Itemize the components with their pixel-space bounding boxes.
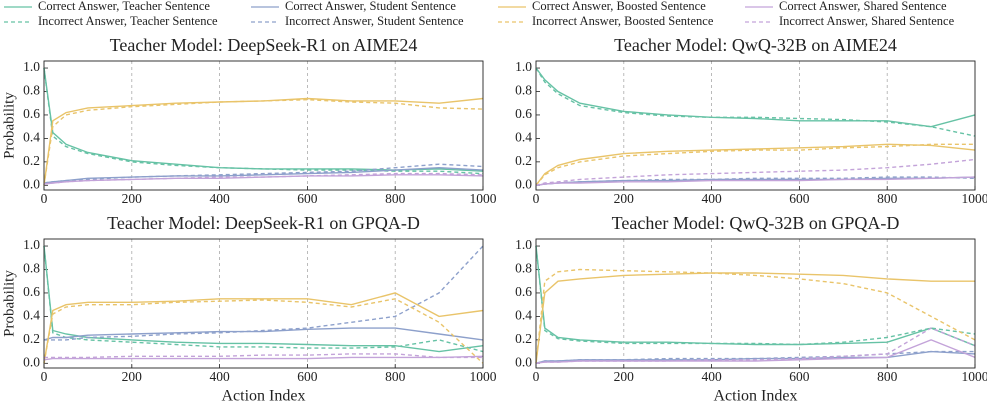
series-line: [535, 143, 976, 186]
x-tick-label: 600: [789, 191, 810, 206]
legend-label: Correct Answer, Student Sentence: [285, 0, 456, 13]
series-line: [43, 67, 484, 172]
x-tick-label: 800: [385, 191, 406, 206]
series-line: [535, 143, 975, 186]
subplot-title: Teacher Model: DeepSeek-R1 on GPQA-D: [107, 213, 420, 233]
x-axis-label: Action Index: [222, 388, 306, 405]
y-tick-label: 1.0: [23, 59, 40, 74]
y-tick-label: 0.2: [23, 153, 40, 168]
y-tick-label: 0.6: [23, 284, 40, 299]
y-tick-label: 0.4: [515, 307, 532, 322]
y-tick-label: 1.0: [515, 59, 532, 74]
y-tick-label: 0.2: [515, 153, 532, 168]
y-tick-label: 0.0: [515, 354, 532, 369]
y-tick-label: 0.8: [23, 261, 40, 276]
series-line: [43, 163, 484, 184]
series-line: [43, 67, 484, 175]
series-line: [44, 353, 483, 359]
legend-label: Incorrect Answer, Teacher Sentence: [38, 14, 218, 28]
x-tick-label: 1000: [470, 369, 497, 384]
y-tick-label: 1.0: [515, 237, 532, 252]
legend-label: Correct Answer, Boosted Sentence: [532, 0, 706, 13]
y-tick-label: 0.6: [23, 106, 40, 121]
axes-frame: [535, 60, 976, 191]
x-tick-label: 800: [877, 191, 898, 206]
x-tick-label: 200: [122, 191, 143, 206]
series-line: [535, 67, 976, 128]
y-tick-label: 0.2: [23, 331, 40, 346]
series-line: [535, 327, 976, 364]
y-tick-label: 0.0: [515, 176, 532, 191]
series-line: [43, 292, 484, 364]
y-tick-label: 0.8: [515, 83, 532, 98]
series-line: [535, 67, 976, 137]
x-tick-label: 600: [297, 369, 318, 384]
legend-label: Correct Answer, Teacher Sentence: [38, 0, 210, 13]
series-line: [535, 268, 976, 364]
subplot: Teacher Model: DeepSeek-R1 on AIME24 0 200…: [1, 35, 496, 206]
x-tick-label: 200: [614, 191, 635, 206]
series-line: [43, 97, 484, 186]
series-line: [535, 245, 976, 346]
x-tick-label: 0: [533, 191, 540, 206]
series-line: [43, 327, 484, 341]
y-tick-label: 0.2: [515, 331, 532, 346]
y-tick-label: 0.8: [23, 83, 40, 98]
axes-frame: [43, 238, 484, 369]
x-tick-label: 800: [385, 369, 406, 384]
subplot: Teacher Model: QwQ-32B on AIME24 0 200 400 6…: [515, 35, 987, 206]
axes-frame: [535, 238, 976, 369]
series-line: [43, 355, 484, 361]
legend-label: Incorrect Answer, Shared Sentence: [779, 14, 955, 28]
y-tick-label: 0.4: [23, 307, 40, 322]
y-axis-label: Probability: [1, 270, 17, 337]
x-tick-label: 400: [701, 369, 722, 384]
axes-frame: [43, 60, 484, 191]
subplot-title: Teacher Model: DeepSeek-R1 on AIME24: [110, 35, 418, 55]
legend-label: Incorrect Answer, Boosted Sentence: [532, 14, 714, 28]
y-axis-label: Probability: [1, 92, 17, 159]
y-tick-label: 1.0: [23, 237, 40, 252]
series-line: [535, 176, 976, 186]
series-line: [43, 172, 484, 185]
x-tick-label: 1000: [962, 369, 987, 384]
y-tick-label: 0.8: [515, 261, 532, 276]
y-tick-label: 0.6: [515, 106, 532, 121]
subplot-title: Teacher Model: QwQ-32B on GPQA-D: [612, 213, 900, 233]
subplot: Teacher Model: DeepSeek-R1 on GPQA-D 0 200…: [1, 213, 496, 405]
series-line: [535, 158, 976, 186]
y-tick-label: 0.4: [23, 129, 40, 144]
subplot: Teacher Model: QwQ-32B on GPQA-D 0 200 400 6…: [515, 213, 987, 405]
x-tick-label: 0: [533, 369, 540, 384]
x-tick-label: 400: [209, 191, 230, 206]
series-line: [43, 298, 484, 364]
y-tick-label: 0.6: [515, 284, 532, 299]
x-tick-label: 0: [41, 191, 48, 206]
legend-label: Incorrect Answer, Student Sentence: [285, 14, 464, 28]
series-line: [43, 245, 484, 353]
series-line: [535, 245, 976, 347]
x-tick-label: 400: [209, 369, 230, 384]
x-tick-label: 200: [122, 369, 143, 384]
x-tick-label: 1000: [470, 191, 497, 206]
series-line: [43, 98, 484, 186]
x-tick-label: 400: [701, 191, 722, 206]
y-tick-label: 0.4: [515, 129, 532, 144]
series-line: [535, 272, 975, 364]
subplot-title: Teacher Model: QwQ-32B on AIME24: [614, 35, 897, 55]
y-tick-label: 0.0: [23, 354, 40, 369]
x-tick-label: 1000: [962, 191, 987, 206]
x-tick-label: 200: [614, 369, 635, 384]
x-tick-label: 0: [41, 369, 48, 384]
x-tick-label: 800: [877, 369, 898, 384]
series-line: [44, 245, 484, 341]
x-tick-label: 600: [789, 369, 810, 384]
x-tick-label: 600: [297, 191, 318, 206]
x-axis-label: Action Index: [714, 388, 798, 405]
y-tick-label: 0.0: [23, 176, 40, 191]
legend-label: Correct Answer, Shared Sentence: [779, 0, 947, 13]
